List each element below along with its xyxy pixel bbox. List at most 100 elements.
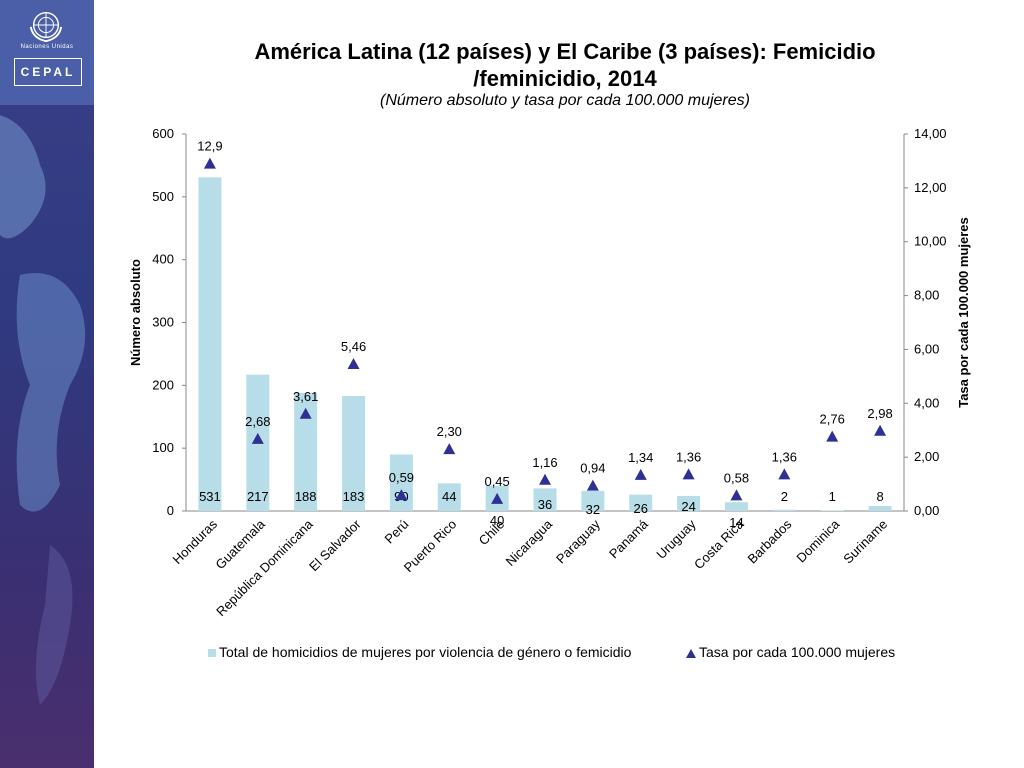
- y2-tick-label: 0,00: [914, 503, 939, 518]
- rate-marker: [395, 489, 408, 501]
- category-label: Paraguay: [553, 516, 603, 566]
- bar: [868, 505, 892, 511]
- rate-value-label: 2,30: [437, 424, 462, 439]
- cepal-logo: CEPAL: [14, 58, 82, 86]
- rate-value-label: 2,76: [820, 412, 845, 427]
- bar: [294, 392, 318, 511]
- y2-tick-label: 10,00: [914, 234, 947, 249]
- rate-marker: [826, 430, 839, 442]
- y-tick-label: 500: [152, 189, 174, 204]
- bar-value-label: 44: [442, 489, 456, 504]
- y-tick-label: 100: [152, 440, 174, 455]
- bar-value-label: 14: [729, 515, 743, 530]
- rate-marker: [299, 407, 312, 419]
- legend-triangle-icon: [686, 648, 696, 658]
- y-tick-label: 0: [167, 503, 174, 518]
- rate-marker: [251, 432, 264, 444]
- rate-value-label: 2,68: [245, 414, 270, 429]
- bar: [198, 177, 222, 512]
- y2-tick-label: 6,00: [914, 341, 939, 356]
- rate-marker: [874, 424, 887, 436]
- category-label: El Salvador: [306, 516, 364, 574]
- map-decoration: [0, 115, 86, 705]
- category-label: Costa Rica: [691, 516, 747, 572]
- chart-area: 0 100 200 300 400 500 600 0,00 2,00 4,00 6,00 8,00 1…: [128, 126, 971, 619]
- bar: [437, 483, 461, 511]
- bar-value-label: 2: [781, 489, 788, 504]
- rate-marker: [347, 357, 360, 369]
- chart-title: América Latina (12 países) y El Caribe (…: [150, 38, 980, 92]
- rate-value-label: 3,61: [293, 389, 318, 404]
- rate-marker: [730, 489, 743, 501]
- chart-title-line1: América Latina (12 países) y El Caribe (…: [254, 39, 876, 64]
- category-label: Nicaragua: [503, 516, 556, 569]
- y-axis-title: Número absoluto: [128, 259, 143, 366]
- bar: [724, 502, 748, 511]
- category-label: Uruguay: [653, 516, 699, 562]
- y2-tick-label: 12,00: [914, 180, 947, 195]
- category-label: Dominica: [793, 516, 842, 565]
- legend-bar-swatch: [208, 649, 216, 658]
- rate-marker: [586, 479, 599, 491]
- category-label: Panamá: [606, 516, 651, 561]
- bar: [533, 488, 557, 511]
- logo-area: Naciones Unidas CEPAL: [0, 0, 94, 105]
- rate-value-label: 5,46: [341, 339, 366, 354]
- category-label: Barbados: [744, 516, 794, 566]
- legend-marker-label: Tasa por cada 100.000 mujeres: [699, 644, 896, 660]
- rate-value-label: 1,16: [532, 455, 557, 470]
- bar-value-label: 1: [829, 489, 836, 504]
- category-label: Suriname: [840, 517, 890, 567]
- rate-value-label: 0,45: [484, 474, 509, 489]
- rate-marker: [682, 468, 695, 480]
- rate-value-label: 1,36: [676, 449, 701, 464]
- chart-title-line2: /feminicidio, 2014: [473, 66, 657, 91]
- rate-value-label: 0,94: [580, 461, 605, 476]
- rate-value-label: 1,36: [772, 449, 797, 464]
- y2-tick-label: 2,00: [914, 449, 939, 464]
- bar-value-label: 26: [633, 501, 647, 516]
- category-label: Honduras: [170, 516, 221, 567]
- bar: [342, 396, 366, 511]
- bar: [581, 490, 605, 511]
- sidebar-decoration: Naciones Unidas CEPAL: [0, 0, 94, 768]
- y2-tick-label: 4,00: [914, 395, 939, 410]
- bar-value-label: 8: [876, 489, 883, 504]
- bar-value-label: 24: [681, 499, 695, 514]
- bar-value-label: 40: [490, 513, 504, 528]
- rate-marker: [443, 443, 456, 455]
- bar: [772, 509, 796, 511]
- rate-marker: [634, 468, 647, 480]
- legend-item-bars: Total de homicidios de mujeres por viole…: [208, 644, 631, 660]
- y2-tick-label: 8,00: [914, 288, 939, 303]
- bar-value-label: 183: [343, 489, 365, 504]
- y-tick-label: 300: [152, 315, 174, 330]
- rate-value-label: 0,58: [724, 470, 749, 485]
- category-label: República Dominicana: [213, 516, 316, 619]
- bar-value-label: 217: [247, 489, 269, 504]
- bar-value-label: 188: [295, 489, 317, 504]
- rate-value-label: 2,98: [867, 406, 892, 421]
- chart-subtitle: (Número absoluto y tasa por cada 100.000…: [380, 92, 750, 109]
- y2-tick-label: 14,00: [914, 126, 947, 141]
- rate-marker: [539, 473, 551, 485]
- y-tick-label: 400: [152, 252, 174, 267]
- y-tick-label: 200: [152, 377, 174, 392]
- un-logo-text: Naciones Unidas: [20, 44, 74, 50]
- bar-value-label: 531: [199, 489, 221, 504]
- bar: [820, 510, 844, 511]
- rate-marker: [203, 157, 216, 169]
- rate-value-label: 0,59: [389, 470, 414, 485]
- bar: [677, 495, 701, 511]
- legend-item-markers: Tasa por cada 100.000 mujeres: [686, 644, 895, 660]
- un-emblem-icon: [29, 11, 63, 43]
- bar: [389, 454, 413, 511]
- rate-value-label: 12,9: [197, 139, 222, 154]
- bar: [629, 494, 653, 511]
- category-label: Perú: [381, 517, 411, 547]
- bar-value-label: 36: [538, 497, 552, 512]
- rate-marker: [491, 492, 504, 504]
- y2-axis-title: Tasa por cada 100.000 mujeres: [956, 217, 971, 408]
- legend-bar-label: Total de homicidios de mujeres por viole…: [219, 644, 632, 660]
- rate-value-label: 1,34: [628, 450, 653, 465]
